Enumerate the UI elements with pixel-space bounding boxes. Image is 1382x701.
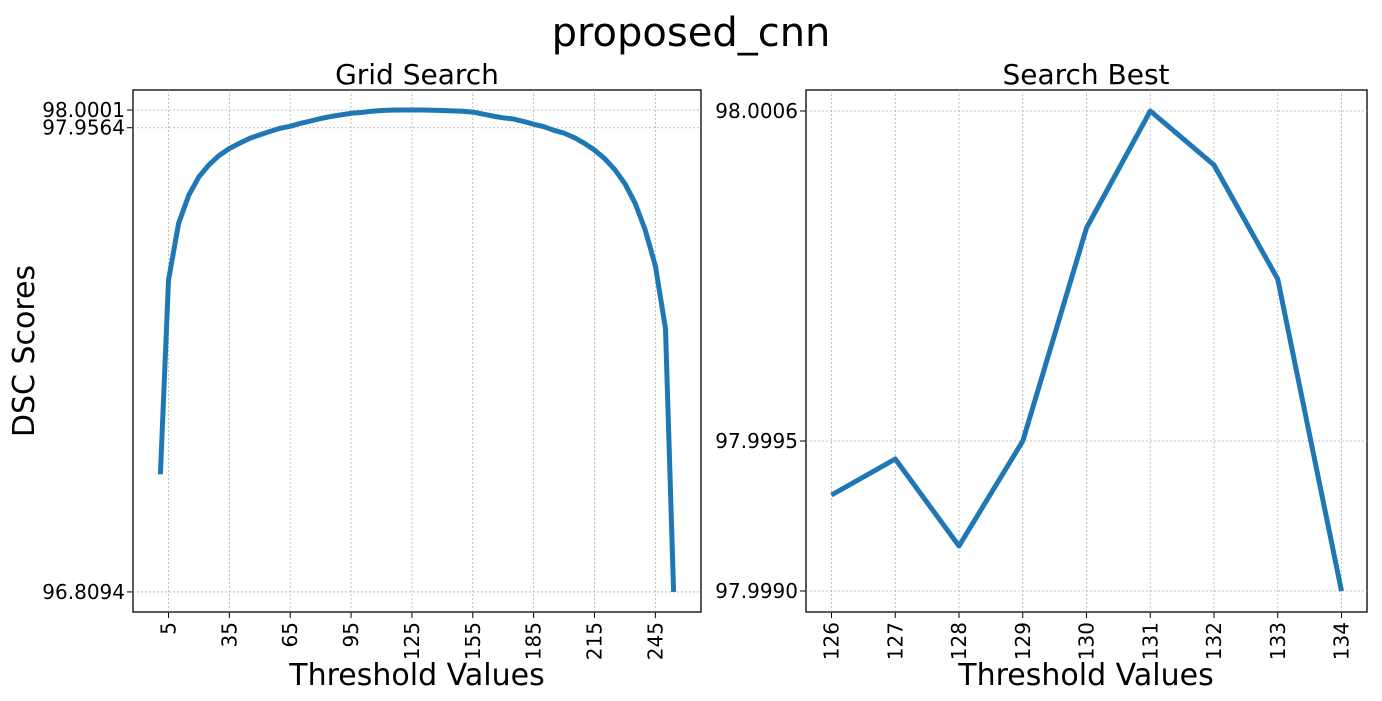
search-best-x-tick-label: 128	[947, 622, 971, 660]
figure-title: proposed_cnn	[552, 10, 831, 56]
grid-search-title: Grid Search	[335, 58, 499, 91]
search-best-x-tick-label: 134	[1330, 622, 1354, 660]
grid-search-x-tick-label: 185	[522, 622, 546, 660]
grid-search-x-tick-label: 215	[583, 622, 607, 660]
grid-search-x-tick-label: 65	[278, 622, 302, 647]
search-best-y-tick-label: 97.9990	[715, 579, 798, 603]
grid-search-plot-area	[132, 89, 702, 613]
grid-search-y-tick-label: 98.0001	[42, 98, 125, 122]
grid-search-x-tick-label: 5	[157, 622, 181, 635]
grid-search-x-tick-label: 35	[217, 622, 241, 647]
search-best-x-axis-label: Threshold Values	[957, 658, 1213, 693]
search-best-x-ticks: 126 127 128 129 130 131 132 133 134	[820, 612, 1354, 660]
grid-search-x-tick-label: 155	[461, 622, 485, 660]
grid-search-x-tick-label: 245	[643, 622, 667, 660]
y-axis-label: DSC Scores	[7, 265, 42, 437]
search-best-title: Search Best	[1002, 58, 1169, 91]
grid-search-x-tick-label: 125	[400, 622, 424, 660]
search-best-x-tick-label: 126	[820, 622, 844, 660]
grid-search-series-line	[157, 107, 677, 592]
grid-search-x-ticks: 5 35 65 95 125 155 185 215 245	[157, 612, 667, 660]
search-best-y-tick-label: 97.9995	[715, 429, 798, 453]
search-best-x-tick-label: 132	[1202, 622, 1226, 660]
grid-search-x-tick-label: 95	[339, 622, 363, 647]
grid-search-gridlines	[133, 90, 701, 612]
search-best-x-tick-label: 131	[1138, 622, 1162, 660]
search-best-x-tick-label: 133	[1266, 622, 1290, 660]
search-best-y-ticks: 97.9990 97.9995 98.0006	[715, 99, 806, 603]
grid-search-panel: 5 35 65 95 125 155 185 215 245 96.8094 97.956498.…	[7, 58, 702, 693]
search-best-x-tick-label: 129	[1011, 622, 1035, 660]
search-best-gridlines	[806, 90, 1367, 612]
search-best-series-line	[830, 108, 1344, 592]
search-best-x-tick-label: 127	[883, 622, 907, 660]
search-best-panel: 126 127 128 129 130 131 132 133 134 97.999097.99…	[715, 58, 1368, 693]
search-best-x-tick-label: 130	[1075, 622, 1099, 660]
grid-search-x-axis-label: Threshold Values	[288, 658, 544, 693]
grid-search-y-tick-label: 97.9564	[42, 116, 125, 140]
search-best-y-tick-label: 98.0006	[715, 99, 798, 123]
grid-search-y-tick-label: 96.8094	[42, 580, 125, 604]
